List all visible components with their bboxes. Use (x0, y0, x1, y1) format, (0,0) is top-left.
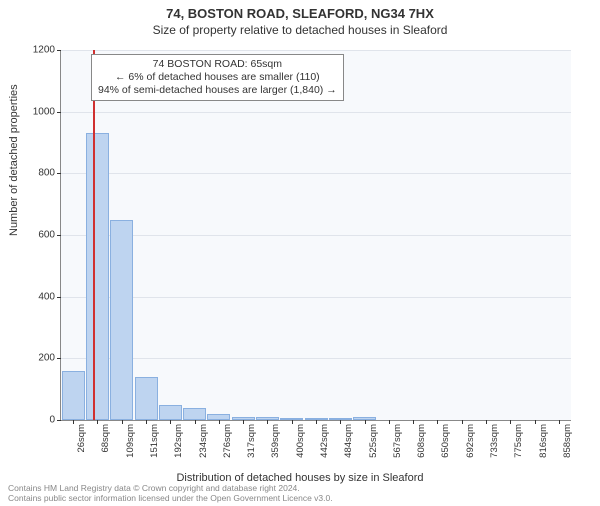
x-tick-label: 276sqm (222, 424, 233, 458)
footer-attribution: Contains HM Land Registry data © Crown c… (8, 484, 333, 504)
x-tick-label: 484sqm (343, 424, 354, 458)
x-tick-mark (292, 420, 293, 424)
annotation-box: 74 BOSTON ROAD: 65sqm ← 6% of detached h… (91, 54, 344, 101)
y-tick-mark (57, 50, 61, 51)
x-tick-label: 525sqm (368, 424, 379, 458)
bar (183, 408, 206, 420)
gridline (61, 112, 571, 113)
chart-plot-area: 02004006008001000120026sqm68sqm109sqm151… (60, 50, 571, 421)
x-tick-mark (462, 420, 463, 424)
y-tick-mark (57, 235, 61, 236)
gridline (61, 297, 571, 298)
bar (135, 377, 158, 420)
x-tick-mark (97, 420, 98, 424)
x-tick-mark (413, 420, 414, 424)
x-tick-label: 858sqm (562, 424, 573, 458)
x-tick-mark (243, 420, 244, 424)
x-tick-label: 317sqm (246, 424, 257, 458)
x-tick-mark (389, 420, 390, 424)
y-tick-mark (57, 112, 61, 113)
x-tick-mark (73, 420, 74, 424)
y-tick-label: 400 (38, 291, 55, 302)
annotation-line-1: 74 BOSTON ROAD: 65sqm (98, 58, 337, 71)
y-tick-label: 200 (38, 353, 55, 364)
x-tick-label: 109sqm (125, 424, 136, 458)
x-tick-mark (559, 420, 560, 424)
x-tick-mark (437, 420, 438, 424)
x-tick-mark (510, 420, 511, 424)
y-tick-mark (57, 173, 61, 174)
x-tick-label: 608sqm (416, 424, 427, 458)
x-tick-label: 733sqm (489, 424, 500, 458)
x-axis-label: Distribution of detached houses by size … (0, 472, 600, 484)
x-tick-label: 26sqm (76, 424, 87, 453)
gridline (61, 50, 571, 51)
bar (159, 405, 182, 420)
gridline (61, 358, 571, 359)
bar (110, 220, 133, 420)
annotation-line-2: ← 6% of detached houses are smaller (110… (98, 71, 337, 84)
gridline (61, 235, 571, 236)
x-tick-label: 234sqm (198, 424, 209, 458)
title-main: 74, BOSTON ROAD, SLEAFORD, NG34 7HX (0, 6, 600, 21)
x-tick-mark (486, 420, 487, 424)
x-tick-mark (365, 420, 366, 424)
x-tick-mark (146, 420, 147, 424)
x-tick-label: 775sqm (513, 424, 524, 458)
x-tick-mark (195, 420, 196, 424)
x-tick-mark (267, 420, 268, 424)
gridline (61, 173, 571, 174)
x-tick-mark (535, 420, 536, 424)
x-tick-label: 692sqm (465, 424, 476, 458)
property-marker-line (93, 50, 95, 420)
y-tick-label: 800 (38, 168, 55, 179)
bar (62, 371, 85, 420)
annotation-line-3: 94% of semi-detached houses are larger (… (98, 84, 337, 97)
y-tick-mark (57, 358, 61, 359)
y-tick-label: 0 (49, 415, 55, 426)
x-tick-label: 151sqm (149, 424, 160, 458)
x-tick-label: 68sqm (100, 424, 111, 453)
x-tick-mark (340, 420, 341, 424)
x-tick-label: 650sqm (440, 424, 451, 458)
y-tick-label: 600 (38, 230, 55, 241)
x-tick-mark (316, 420, 317, 424)
title-sub: Size of property relative to detached ho… (0, 23, 600, 37)
y-axis-label: Number of detached properties (8, 84, 20, 236)
y-tick-label: 1200 (33, 45, 55, 56)
bar (86, 133, 109, 420)
y-tick-mark (57, 297, 61, 298)
x-tick-label: 192sqm (173, 424, 184, 458)
x-tick-label: 400sqm (295, 424, 306, 458)
x-tick-mark (219, 420, 220, 424)
x-tick-label: 816sqm (538, 424, 549, 458)
x-tick-label: 567sqm (392, 424, 403, 458)
x-tick-label: 442sqm (319, 424, 330, 458)
y-tick-mark (57, 420, 61, 421)
x-tick-mark (170, 420, 171, 424)
y-tick-label: 1000 (33, 106, 55, 117)
footer-line-2: Contains public sector information licen… (8, 494, 333, 504)
x-tick-mark (122, 420, 123, 424)
x-tick-label: 359sqm (270, 424, 281, 458)
